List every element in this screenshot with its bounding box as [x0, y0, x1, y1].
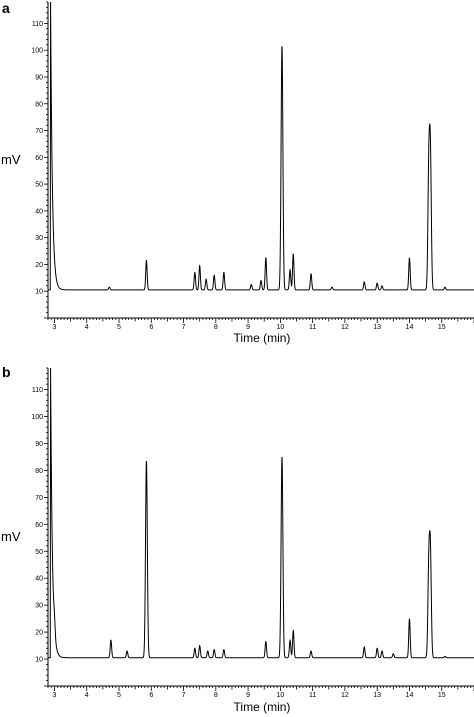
x-tick-label: 7	[182, 692, 186, 699]
y-axis-label-a: mV	[1, 152, 21, 167]
y-tick-label: 80	[35, 101, 43, 108]
ticks-b: 10 20 30 40 50 60 70 80 90 100 110 3 4 5 6 7 8 9 10 11 12 13 1…	[31, 367, 474, 699]
x-tick-label: 10	[276, 324, 284, 331]
y-tick-label: 70	[35, 495, 43, 502]
x-tick-label: 5	[117, 324, 121, 331]
y-tick-label: 20	[35, 630, 43, 637]
x-tick-label: 9	[246, 324, 250, 331]
x-tick-label: 8	[214, 324, 218, 331]
y-tick-label: 90	[35, 74, 43, 81]
x-tick-label: 12	[341, 324, 349, 331]
y-tick-label: 70	[35, 128, 43, 135]
y-tick-label: 50	[35, 549, 43, 556]
y-tick-label: 80	[35, 468, 43, 475]
panel-label-a: a	[2, 0, 10, 16]
y-tick-label: 110	[32, 387, 43, 394]
chromatogram-panel-b: b mV Time (min) 10 20 30 40 50 60 70 80 90 100 110…	[1, 364, 474, 714]
y-axis-label-b: mV	[1, 529, 21, 544]
ticks-a: 10 20 30 40 50 60 70 80 90 100 110 3 4 5 6 7 8 9 10 11 12 13 1…	[31, 1, 474, 331]
chromatogram-panel-a: a mV Time (min) 10 20 30 40 50 60 70 80 90 100 110…	[1, 0, 474, 345]
x-axis-label-b: Time (min)	[234, 700, 291, 714]
y-tick-label: 30	[35, 603, 43, 610]
x-tick-label: 11	[309, 692, 316, 699]
x-tick-label: 13	[373, 324, 381, 331]
y-tick-label: 100	[31, 414, 43, 421]
x-tick-label: 4	[85, 324, 89, 331]
y-tick-label: 60	[35, 522, 43, 529]
x-tick-label: 4	[85, 692, 89, 699]
traces-b	[48, 367, 474, 659]
x-tick-label: 6	[149, 692, 153, 699]
x-tick-label: 3	[53, 324, 57, 331]
y-tick-label: 10	[35, 289, 43, 296]
x-tick-label: 12	[341, 692, 349, 699]
x-tick-label: 7	[182, 324, 186, 331]
x-tick-label: 14	[406, 324, 414, 331]
x-tick-label: 15	[438, 692, 446, 699]
chromatogram-trace	[48, 1, 474, 291]
y-tick-label: 10	[35, 657, 43, 664]
x-tick-label: 11	[309, 324, 316, 331]
x-tick-label: 3	[53, 692, 57, 699]
y-tick-label: 20	[35, 262, 43, 269]
x-tick-label: 5	[117, 692, 121, 699]
traces-a	[48, 1, 474, 291]
panel-label-b: b	[2, 364, 11, 380]
x-tick-label: 8	[214, 692, 218, 699]
y-tick-label: 100	[31, 48, 43, 55]
x-tick-label: 9	[246, 692, 250, 699]
y-tick-label: 30	[35, 235, 43, 242]
x-tick-label: 14	[406, 692, 414, 699]
y-tick-label: 110	[32, 21, 43, 28]
y-tick-label: 50	[35, 182, 43, 189]
x-tick-label: 15	[438, 324, 446, 331]
x-tick-label: 6	[149, 324, 153, 331]
y-tick-label: 60	[35, 155, 43, 162]
x-tick-label: 13	[373, 692, 381, 699]
y-tick-label: 90	[35, 441, 43, 448]
x-axis-label-a: Time (min)	[234, 331, 291, 345]
x-tick-label: 10	[276, 692, 284, 699]
y-tick-label: 40	[35, 208, 43, 215]
chromatogram-trace	[48, 367, 474, 659]
y-tick-label: 40	[35, 576, 43, 583]
